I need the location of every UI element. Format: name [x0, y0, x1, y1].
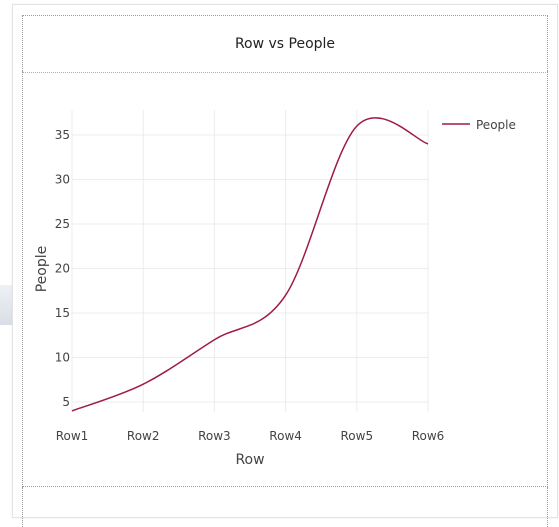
chart-title: Row vs People [234, 36, 336, 52]
y-tick-label: 5 [62, 395, 70, 409]
line-chart: 5 10 15 20 25 30 35 Row1 Row2 Row3 Row4 Row5 Row6 R… [34, 110, 516, 468]
grid-layer [71, 110, 429, 412]
y-tick-label: 25 [55, 217, 70, 231]
y-tick-label: 10 [55, 351, 70, 365]
y-tick-label: 35 [55, 128, 70, 142]
x-tick-label: Row4 [269, 429, 302, 443]
series-layer[interactable] [66, 117, 434, 417]
x-tick-labels: Row1 Row2 Row3 Row4 Row5 Row6 [56, 429, 445, 443]
y-tick-label: 20 [55, 262, 70, 276]
data-point[interactable] [66, 405, 78, 417]
x-axis-title: Row [235, 452, 264, 468]
chart-card: Row vs People [12, 4, 558, 527]
y-axis-title: People [34, 246, 50, 293]
page-edge-shadow [0, 285, 12, 325]
data-point[interactable] [351, 120, 363, 132]
x-tick-label: Row3 [198, 429, 231, 443]
data-point[interactable] [137, 378, 149, 390]
y-tick-label: 30 [55, 173, 70, 187]
x-tick-label: Row1 [56, 429, 89, 443]
series-line-people[interactable] [71, 117, 429, 412]
chart-header: Row vs People [22, 15, 548, 73]
legend-label-people: People [476, 118, 516, 132]
y-tick-label: 15 [55, 306, 70, 320]
chart-footer [22, 487, 548, 527]
chart-body [22, 71, 548, 487]
x-tick-label: Row6 [412, 429, 445, 443]
legend[interactable]: People [442, 118, 516, 132]
x-tick-label: Row2 [127, 429, 160, 443]
data-point[interactable] [422, 138, 434, 150]
y-tick-labels: 5 10 15 20 25 30 35 [55, 128, 70, 409]
x-tick-label: Row5 [341, 429, 374, 443]
data-point[interactable] [280, 289, 292, 301]
data-point[interactable] [208, 334, 220, 346]
